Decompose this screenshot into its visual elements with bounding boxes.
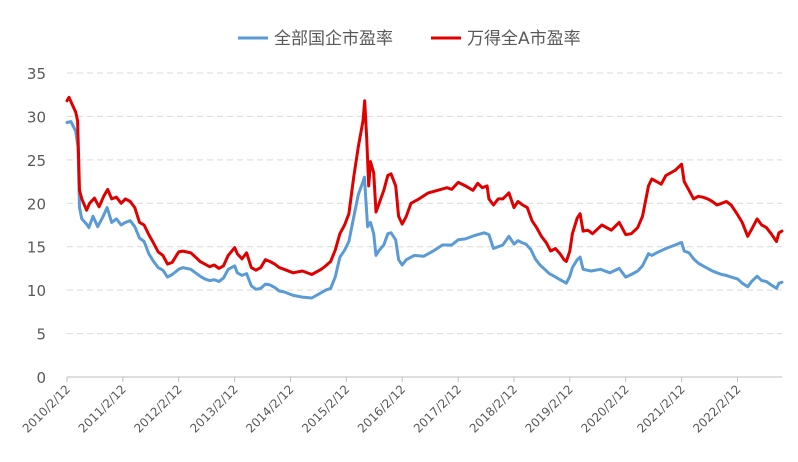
x-tick-label: 2011/2/12 [76,382,129,435]
legend: 全部国企市盈率 万得全A市盈率 [238,29,581,49]
x-tick-label: 2019/2/12 [523,382,576,435]
x-tick-label: 2010/2/12 [20,382,73,435]
x-tick-label: 2020/2/12 [578,382,631,435]
x-tick-label: 2014/2/12 [243,382,296,435]
x-axis: 2010/2/12 2011/2/12 2012/2/12 2013/2/12 2014… [20,376,782,436]
series-line-2 [65,95,784,276]
x-tick-label: 2022/2/12 [690,382,743,435]
y-tick-label: 10 [27,282,46,300]
y-tick-label: 0 [36,369,46,387]
gridlines [67,72,782,335]
series-line-1 [65,120,784,300]
y-tick-label: 35 [27,65,46,83]
x-tick-label: 2013/2/12 [187,382,240,435]
x-tick-label: 2017/2/12 [411,382,464,435]
y-tick-label: 20 [27,195,46,213]
x-tick-label: 2015/2/12 [299,382,352,435]
x-tick-label: 2016/2/12 [355,382,408,435]
series-group [65,95,784,300]
y-tick-label: 25 [27,152,46,170]
y-tick-label: 15 [27,239,46,257]
y-tick-label: 30 [27,108,46,126]
x-tick-label: 2012/2/12 [131,382,184,435]
x-tick-label: 2018/2/12 [467,382,520,435]
x-tick-label: 2021/2/12 [634,382,687,435]
legend-label-2: 万得全A市盈率 [467,29,581,49]
y-tick-label: 5 [36,326,46,344]
legend-label-1: 全部国企市盈率 [274,29,393,49]
y-axis: 0 5 10 15 20 25 30 35 [27,65,46,387]
